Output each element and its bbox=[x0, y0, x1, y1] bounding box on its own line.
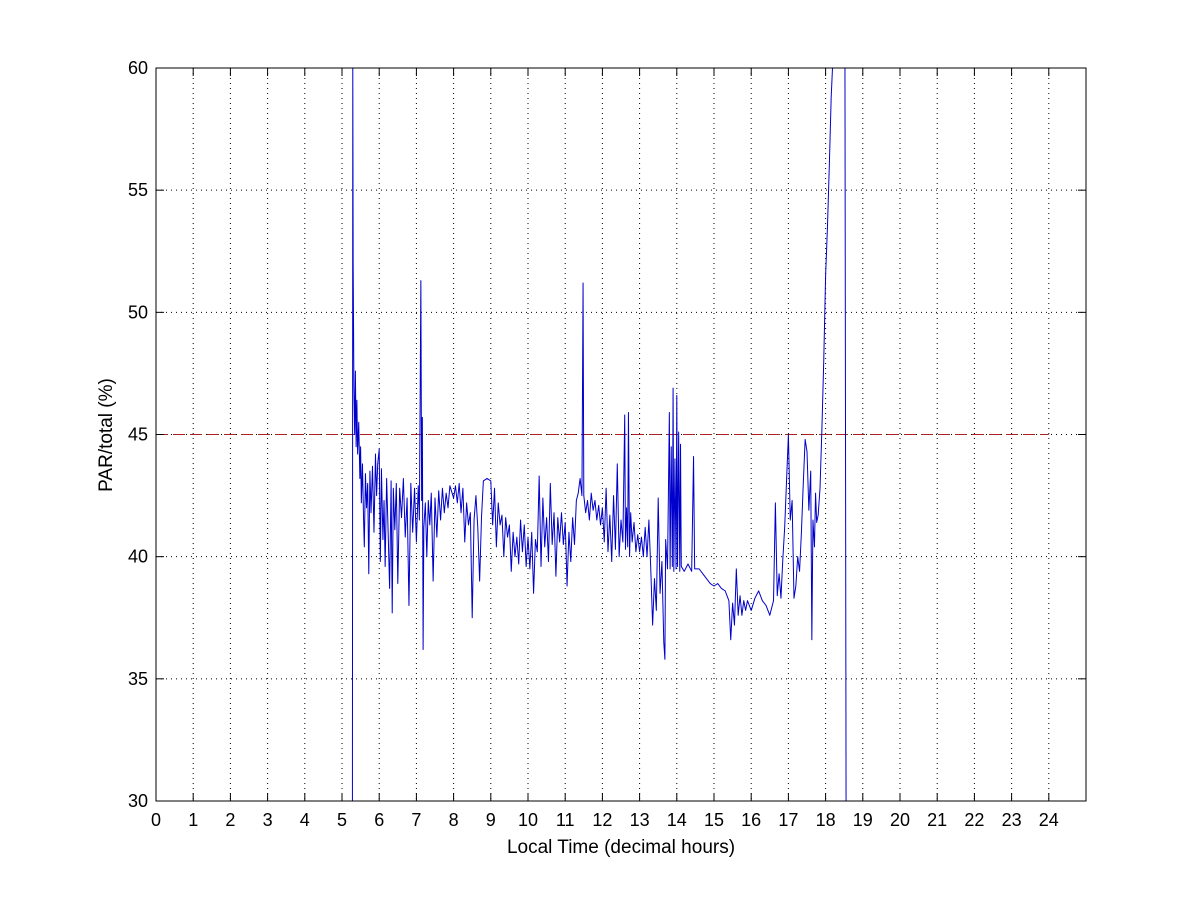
y-tick-label: 50 bbox=[128, 302, 148, 322]
y-axis-label: PAR/total (%) bbox=[96, 378, 117, 492]
x-tick-label: 24 bbox=[1039, 810, 1059, 830]
x-tick-label: 21 bbox=[927, 810, 947, 830]
tick-marks bbox=[155, 67, 1086, 802]
x-tick-label: 10 bbox=[518, 810, 538, 830]
x-tick-label: 12 bbox=[592, 810, 612, 830]
x-tick-label: 14 bbox=[667, 810, 687, 830]
x-tick-label: 4 bbox=[300, 810, 310, 830]
x-tick-label: 23 bbox=[1002, 810, 1022, 830]
x-tick-label: 20 bbox=[890, 810, 910, 830]
x-tick-labels: 0 1 2 3 4 5 6 7 8 9 10 11 12 13 14 15 16 17 18 19 20 21 22 23 24 bbox=[151, 810, 1059, 830]
y-tick-label: 60 bbox=[128, 58, 148, 78]
series-line-2 bbox=[844, 68, 847, 801]
y-tick-label: 40 bbox=[128, 547, 148, 567]
x-tick-label: 13 bbox=[630, 810, 650, 830]
x-tick-label: 1 bbox=[188, 810, 198, 830]
x-tick-label: 15 bbox=[704, 810, 724, 830]
x-tick-label: 2 bbox=[225, 810, 235, 830]
series-line-1 bbox=[351, 68, 833, 801]
x-tick-label: 5 bbox=[337, 810, 347, 830]
x-tick-label: 17 bbox=[778, 810, 798, 830]
y-tick-labels: 30 35 40 45 50 55 60 bbox=[128, 58, 148, 811]
x-axis-label: Local Time (decimal hours) bbox=[507, 837, 735, 858]
x-tick-label: 9 bbox=[486, 810, 496, 830]
y-tick-label: 55 bbox=[128, 180, 148, 200]
x-tick-label: 7 bbox=[411, 810, 421, 830]
x-tick-label: 3 bbox=[263, 810, 273, 830]
x-tick-label: 18 bbox=[816, 810, 836, 830]
y-tick-label: 45 bbox=[128, 425, 148, 445]
x-tick-label: 6 bbox=[374, 810, 384, 830]
x-tick-label: 19 bbox=[853, 810, 873, 830]
x-tick-label: 11 bbox=[556, 810, 575, 830]
y-tick-label: 35 bbox=[128, 669, 148, 689]
x-tick-label: 8 bbox=[449, 810, 459, 830]
x-tick-label: 16 bbox=[741, 810, 761, 830]
x-tick-label: 22 bbox=[964, 810, 984, 830]
x-tick-label: 0 bbox=[151, 810, 161, 830]
y-tick-label: 30 bbox=[128, 791, 148, 811]
series-layer bbox=[351, 68, 847, 801]
